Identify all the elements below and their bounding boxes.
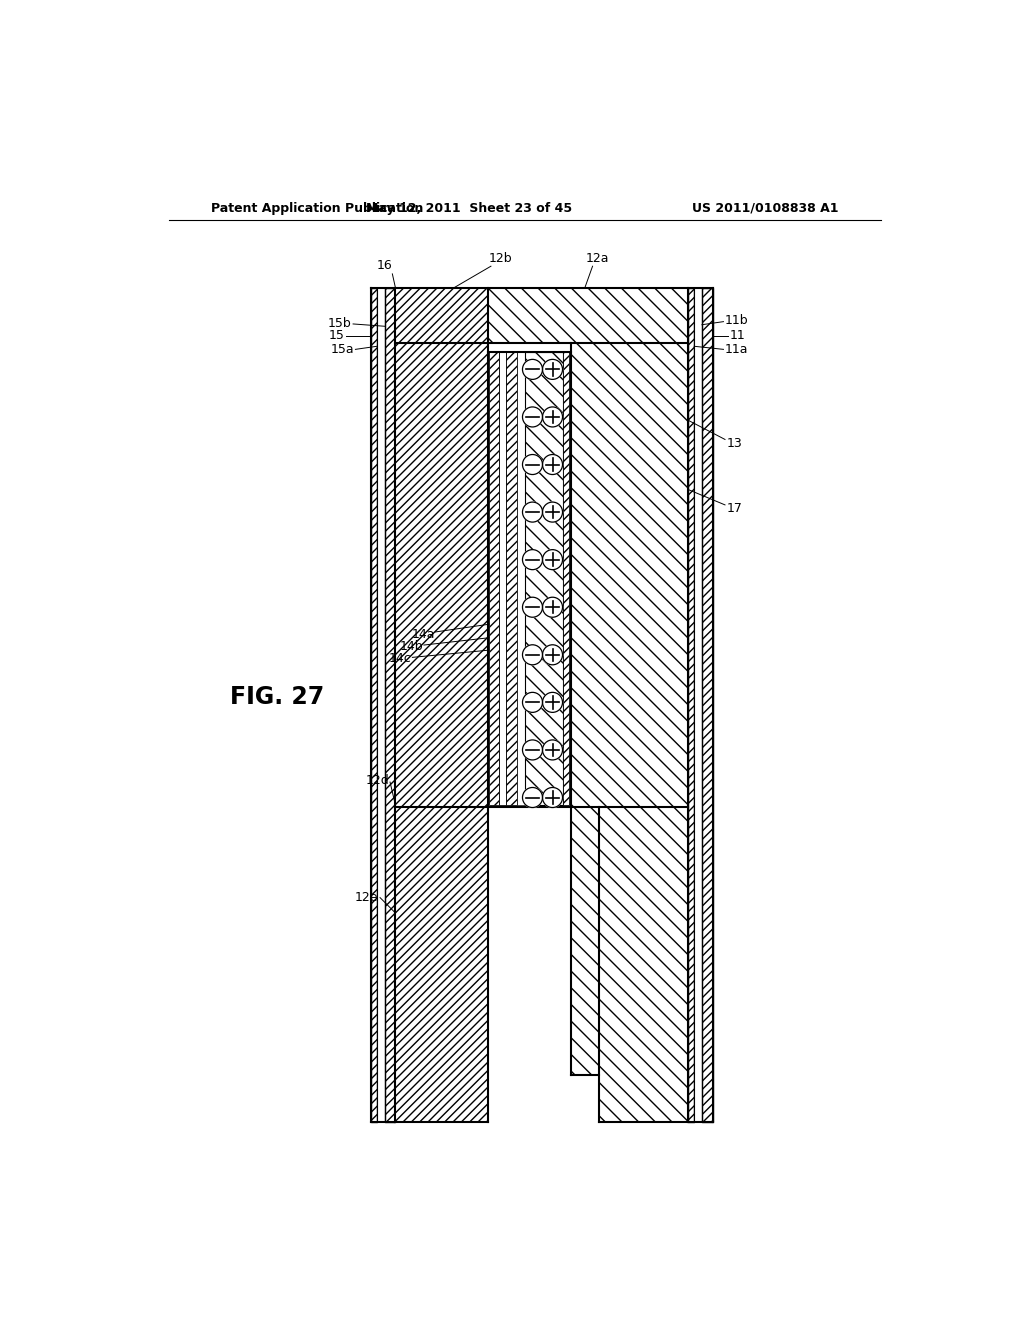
Circle shape [522, 644, 543, 665]
Circle shape [522, 693, 543, 713]
Circle shape [543, 788, 562, 808]
Text: 12d: 12d [366, 774, 389, 787]
Circle shape [522, 359, 543, 379]
Circle shape [543, 597, 562, 618]
Text: 12a: 12a [586, 252, 609, 264]
Bar [599, 807, 688, 1122]
Circle shape [522, 407, 543, 426]
Text: 15b: 15b [328, 317, 351, 330]
Circle shape [522, 502, 543, 523]
Circle shape [543, 741, 562, 760]
Bar [571, 343, 688, 807]
Bar [377, 288, 385, 1122]
Bar [395, 807, 487, 1122]
Text: 12b: 12b [488, 252, 512, 264]
Circle shape [543, 693, 562, 713]
Circle shape [543, 502, 562, 523]
Bar [506, 352, 517, 805]
Text: 14c: 14c [389, 652, 412, 665]
Bar [694, 288, 701, 1122]
Text: 15a: 15a [330, 343, 354, 356]
Bar [395, 343, 487, 807]
Circle shape [522, 454, 543, 474]
Text: 12e: 12e [355, 891, 379, 904]
Bar [524, 352, 563, 805]
Bar [571, 807, 599, 1074]
Text: 15: 15 [329, 329, 345, 342]
Bar [499, 352, 506, 805]
Circle shape [522, 741, 543, 760]
Text: 11: 11 [730, 329, 745, 342]
Text: 11b: 11b [725, 314, 749, 326]
Bar [701, 288, 713, 1122]
Bar [395, 288, 487, 343]
Text: 14b: 14b [399, 640, 423, 653]
Circle shape [543, 359, 562, 379]
Circle shape [543, 407, 562, 426]
Bar [688, 288, 694, 1122]
Bar [371, 288, 377, 1122]
Bar [517, 352, 525, 805]
Text: 17: 17 [727, 502, 742, 515]
Bar [385, 288, 395, 1122]
Text: Patent Application Publication: Patent Application Publication [211, 202, 424, 215]
Text: US 2011/0108838 A1: US 2011/0108838 A1 [692, 202, 839, 215]
Text: 13: 13 [727, 437, 742, 450]
Text: 14a: 14a [412, 628, 435, 640]
Text: 11a: 11a [725, 343, 749, 356]
Bar [563, 352, 569, 805]
Text: 16: 16 [377, 259, 392, 272]
Circle shape [543, 549, 562, 570]
Bar [487, 343, 571, 807]
Circle shape [543, 644, 562, 665]
Bar [487, 288, 688, 343]
Circle shape [543, 454, 562, 474]
Text: May 12, 2011  Sheet 23 of 45: May 12, 2011 Sheet 23 of 45 [367, 202, 572, 215]
Circle shape [522, 788, 543, 808]
Bar [489, 352, 499, 805]
Circle shape [522, 549, 543, 570]
Circle shape [522, 597, 543, 618]
Text: FIG. 27: FIG. 27 [229, 685, 324, 709]
